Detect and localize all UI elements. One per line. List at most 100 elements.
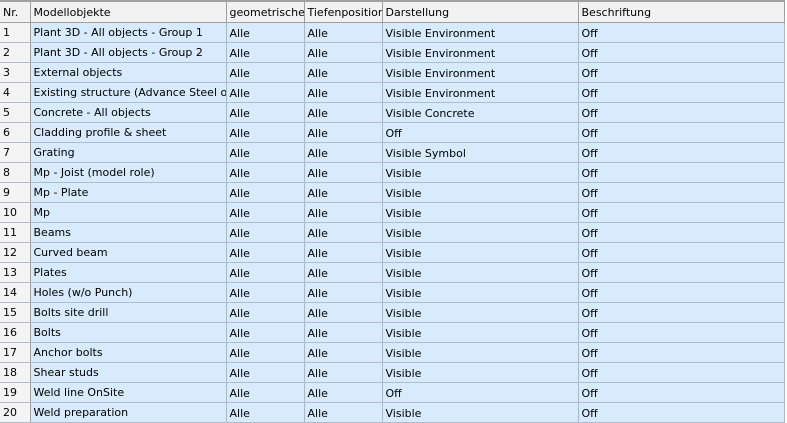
cell-labeling[interactable]: Off	[578, 282, 785, 303]
cell-labeling[interactable]: Off	[578, 182, 785, 203]
cell-geometry[interactable]: Alle	[226, 122, 305, 143]
cell-depth-position[interactable]: Alle	[304, 362, 383, 383]
cell-geometry[interactable]: Alle	[226, 142, 305, 163]
cell-labeling[interactable]: Off	[578, 162, 785, 183]
table-row[interactable]: 3 External objects Alle Alle Visible Environ…	[0, 62, 785, 83]
table-row[interactable]: 7 Grating Alle Alle Visible Symbol Off	[0, 142, 785, 163]
cell-geometry[interactable]: Alle	[226, 42, 305, 63]
table-row[interactable]: 11 Beams Alle Alle Visible Off	[0, 222, 785, 243]
cell-model-object[interactable]: Bolts	[30, 322, 227, 343]
table-row[interactable]: 5 Concrete - All objects Alle Alle Visible C…	[0, 102, 785, 123]
cell-display[interactable]: Visible	[382, 202, 579, 223]
cell-depth-position[interactable]: Alle	[304, 302, 383, 323]
cell-geometry[interactable]: Alle	[226, 342, 305, 363]
cell-model-object[interactable]: Concrete - All objects	[30, 102, 227, 123]
table-row[interactable]: 16 Bolts Alle Alle Visible Off	[0, 322, 785, 343]
cell-labeling[interactable]: Off	[578, 302, 785, 323]
cell-labeling[interactable]: Off	[578, 142, 785, 163]
cell-display[interactable]: Visible Environment	[382, 62, 579, 83]
cell-depth-position[interactable]: Alle	[304, 42, 383, 63]
cell-labeling[interactable]: Off	[578, 362, 785, 383]
cell-labeling[interactable]: Off	[578, 202, 785, 223]
cell-depth-position[interactable]: Alle	[304, 222, 383, 243]
cell-depth-position[interactable]: Alle	[304, 202, 383, 223]
cell-depth-position[interactable]: Alle	[304, 342, 383, 363]
cell-depth-position[interactable]: Alle	[304, 322, 383, 343]
cell-model-object[interactable]: Plant 3D - All objects - Group 2	[30, 42, 227, 63]
cell-model-object[interactable]: Shear studs	[30, 362, 227, 383]
cell-display[interactable]: Visible	[382, 342, 579, 363]
cell-model-object[interactable]: Mp	[30, 202, 227, 223]
cell-depth-position[interactable]: Alle	[304, 62, 383, 83]
table-row[interactable]: 14 Holes (w/o Punch) Alle Alle Visible Off	[0, 282, 785, 303]
cell-depth-position[interactable]: Alle	[304, 182, 383, 203]
cell-geometry[interactable]: Alle	[226, 322, 305, 343]
cell-model-object[interactable]: Anchor bolts	[30, 342, 227, 363]
cell-geometry[interactable]: Alle	[226, 362, 305, 383]
cell-model-object[interactable]: Mp - Plate	[30, 182, 227, 203]
cell-labeling[interactable]: Off	[578, 22, 785, 43]
cell-labeling[interactable]: Off	[578, 342, 785, 363]
cell-depth-position[interactable]: Alle	[304, 162, 383, 183]
column-header-labeling[interactable]: Beschriftung	[578, 2, 785, 23]
cell-model-object[interactable]: Bolts site drill	[30, 302, 227, 323]
cell-display[interactable]: Visible Symbol	[382, 142, 579, 163]
cell-display[interactable]: Visible	[382, 282, 579, 303]
table-row[interactable]: 17 Anchor bolts Alle Alle Visible Off	[0, 342, 785, 363]
cell-labeling[interactable]: Off	[578, 62, 785, 83]
column-header-nr[interactable]: Nr.	[0, 2, 31, 23]
cell-display[interactable]: Visible	[382, 182, 579, 203]
cell-model-object[interactable]: Beams	[30, 222, 227, 243]
cell-geometry[interactable]: Alle	[226, 382, 305, 403]
cell-display[interactable]: Visible Concrete	[382, 102, 579, 123]
cell-depth-position[interactable]: Alle	[304, 282, 383, 303]
cell-geometry[interactable]: Alle	[226, 162, 305, 183]
cell-geometry[interactable]: Alle	[226, 282, 305, 303]
cell-geometry[interactable]: Alle	[226, 202, 305, 223]
table-row[interactable]: 19 Weld line OnSite Alle Alle Off Off	[0, 382, 785, 403]
cell-display[interactable]: Visible Environment	[382, 82, 579, 103]
cell-display[interactable]: Visible	[382, 242, 579, 263]
cell-model-object[interactable]: External objects	[30, 62, 227, 83]
cell-labeling[interactable]: Off	[578, 382, 785, 403]
cell-model-object[interactable]: Weld line OnSite	[30, 382, 227, 403]
table-row[interactable]: 1 Plant 3D - All objects - Group 1 Alle All…	[0, 22, 785, 43]
cell-labeling[interactable]: Off	[578, 42, 785, 63]
cell-model-object[interactable]: Grating	[30, 142, 227, 163]
cell-labeling[interactable]: Off	[578, 242, 785, 263]
cell-display[interactable]: Off	[382, 122, 579, 143]
table-row[interactable]: 9 Mp - Plate Alle Alle Visible Off	[0, 182, 785, 203]
column-header-depth-position[interactable]: Tiefenposition	[304, 2, 383, 23]
cell-labeling[interactable]: Off	[578, 102, 785, 123]
cell-geometry[interactable]: Alle	[226, 62, 305, 83]
cell-model-object[interactable]: Existing structure (Advance Steel object…	[30, 82, 227, 103]
cell-display[interactable]: Visible	[382, 322, 579, 343]
cell-model-object[interactable]: Curved beam	[30, 242, 227, 263]
table-row[interactable]: 13 Plates Alle Alle Visible Off	[0, 262, 785, 283]
table-row[interactable]: 8 Mp - Joist (model role) Alle Alle Visible O…	[0, 162, 785, 183]
cell-depth-position[interactable]: Alle	[304, 382, 383, 403]
cell-model-object[interactable]: Plant 3D - All objects - Group 1	[30, 22, 227, 43]
cell-display[interactable]: Off	[382, 382, 579, 403]
cell-display[interactable]: Visible	[382, 302, 579, 323]
cell-geometry[interactable]: Alle	[226, 102, 305, 123]
cell-depth-position[interactable]: Alle	[304, 102, 383, 123]
cell-labeling[interactable]: Off	[578, 82, 785, 103]
table-row[interactable]: 6 Cladding profile & sheet Alle Alle Off Off	[0, 122, 785, 143]
cell-geometry[interactable]: Alle	[226, 22, 305, 43]
column-header-geometry[interactable]: geometrische	[226, 2, 305, 23]
table-row[interactable]: 10 Mp Alle Alle Visible Off	[0, 202, 785, 223]
cell-geometry[interactable]: Alle	[226, 242, 305, 263]
cell-display[interactable]: Visible Environment	[382, 42, 579, 63]
cell-model-object[interactable]: Holes (w/o Punch)	[30, 282, 227, 303]
cell-geometry[interactable]: Alle	[226, 82, 305, 103]
cell-depth-position[interactable]: Alle	[304, 22, 383, 43]
table-row[interactable]: 2 Plant 3D - All objects - Group 2 Alle All…	[0, 42, 785, 63]
cell-depth-position[interactable]: Alle	[304, 242, 383, 263]
cell-depth-position[interactable]: Alle	[304, 82, 383, 103]
cell-geometry[interactable]: Alle	[226, 262, 305, 283]
cell-depth-position[interactable]: Alle	[304, 142, 383, 163]
cell-display[interactable]: Visible	[382, 262, 579, 283]
table-row[interactable]: 15 Bolts site drill Alle Alle Visible Off	[0, 302, 785, 323]
